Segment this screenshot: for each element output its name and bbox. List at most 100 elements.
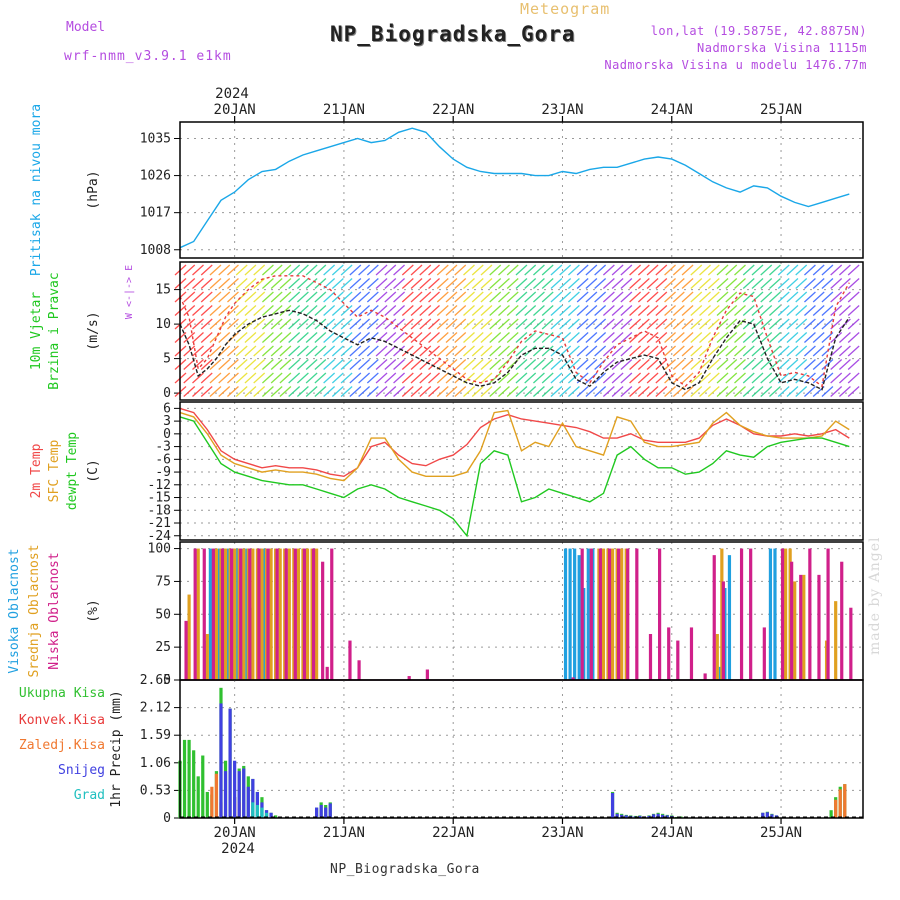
wind-barb: [270, 264, 283, 276]
wind-barb: [655, 318, 668, 330]
wind-barb: [751, 305, 764, 316]
wind-barb: [253, 372, 266, 384]
wind-barb: [655, 264, 668, 276]
series-line-pressure: [179, 127, 850, 249]
wind-barb: [296, 372, 309, 384]
wind-barb: [742, 372, 755, 384]
wind-barb: [812, 264, 825, 276]
bar-total_precip: [187, 739, 191, 818]
wind-barb: [393, 318, 405, 330]
wind-barb: [742, 318, 755, 330]
bar-low_cloud: [302, 548, 307, 680]
bar-low_cloud: [229, 548, 234, 680]
panel-frame-pressure: [179, 121, 864, 259]
bar-mid_cloud: [802, 574, 806, 680]
wind-barb: [314, 359, 327, 370]
wind-barb: [699, 264, 711, 276]
wind-barb: [183, 264, 196, 276]
wind-barb: [235, 372, 248, 384]
wind-barb: [498, 305, 510, 316]
wind-barb: [716, 278, 729, 289]
wind-barb: [375, 264, 388, 276]
bar-snow: [233, 760, 237, 818]
wind-barb: [559, 359, 572, 370]
wind-barb: [218, 332, 231, 343]
wind-barb: [515, 278, 528, 289]
wind-barb: [567, 386, 580, 397]
wind-barb: [804, 305, 816, 316]
bottom-date-label-21JAN: 21JAN: [323, 825, 365, 841]
wind-barb: [192, 332, 204, 343]
model-name: wrf-nmm_v3.9.1 e1km: [64, 49, 232, 64]
wind-barb: [279, 291, 292, 303]
wind-barb: [288, 278, 301, 289]
wind-barb: [830, 291, 843, 303]
wind-barb: [742, 345, 755, 357]
wind-barb: [664, 278, 677, 289]
bar-low_cloud: [780, 548, 785, 680]
wind-barb: [445, 359, 458, 370]
bar-low_cloud: [817, 574, 821, 680]
wind-barb: [734, 305, 746, 316]
ytick-label-wind: 0: [163, 386, 171, 401]
bar-low_cloud: [721, 581, 725, 680]
wind-barb: [244, 264, 257, 276]
ytick-label-clouds: 25: [155, 640, 171, 655]
ytick-label-temperature: -12: [148, 478, 171, 493]
wind-barb: [454, 278, 467, 289]
wind-barb: [725, 345, 738, 357]
wind-barb: [699, 318, 711, 330]
wind-barb: [847, 386, 860, 397]
wind-barb: [323, 372, 336, 384]
wind-barb: [611, 372, 624, 384]
unit-label-pressure: (hPa): [86, 170, 101, 209]
bar-snow: [251, 778, 255, 818]
wind-barb: [830, 278, 843, 289]
bottom-year-label: 2024: [221, 841, 255, 857]
wind-barb: [769, 318, 781, 330]
panel-frame-precip: [179, 679, 864, 819]
wind-barb: [480, 318, 493, 330]
wind-barb: [401, 291, 414, 303]
wind-barb: [244, 291, 257, 303]
wind-barb: [611, 386, 624, 397]
wind-barb: [795, 264, 808, 276]
wind-barb: [559, 291, 572, 303]
wind-barb: [235, 318, 248, 330]
wind-barb: [489, 345, 502, 357]
wind-barb: [498, 278, 510, 289]
wind-barb: [288, 372, 301, 384]
wind-barb: [707, 386, 720, 397]
wind-barb: [375, 278, 388, 289]
wind-barb: [821, 305, 834, 316]
wind-barb: [533, 318, 545, 330]
wind-barb: [454, 318, 467, 330]
wind-barb: [410, 372, 423, 384]
wind-barb: [725, 372, 738, 384]
wind-barb: [611, 332, 624, 343]
wind-barb: [384, 372, 397, 384]
wind-barb: [227, 278, 239, 289]
wind-barb: [358, 305, 371, 316]
wind-barb: [183, 291, 196, 303]
wind-barb: [707, 305, 720, 316]
wind-barb: [253, 318, 266, 330]
ytick-label-temperature: -9: [155, 465, 171, 480]
wind-barb: [296, 345, 309, 357]
wind-barb: [751, 278, 764, 289]
wind-barb: [734, 264, 746, 276]
wind-barb: [209, 291, 222, 303]
wind-barb: [393, 305, 405, 316]
wind-barb: [725, 359, 738, 370]
ylabel-cloud-1: Srednja Oblacnost: [27, 544, 42, 677]
wind-barb: [192, 291, 204, 303]
wind-barb: [436, 332, 449, 343]
wind-barb: [393, 359, 405, 370]
wind-barb: [576, 278, 589, 289]
wind-barb: [183, 318, 196, 330]
wind-barb: [296, 278, 309, 289]
wind-barb: [541, 359, 554, 370]
wind-barb: [506, 318, 519, 330]
wind-barb: [270, 372, 283, 384]
